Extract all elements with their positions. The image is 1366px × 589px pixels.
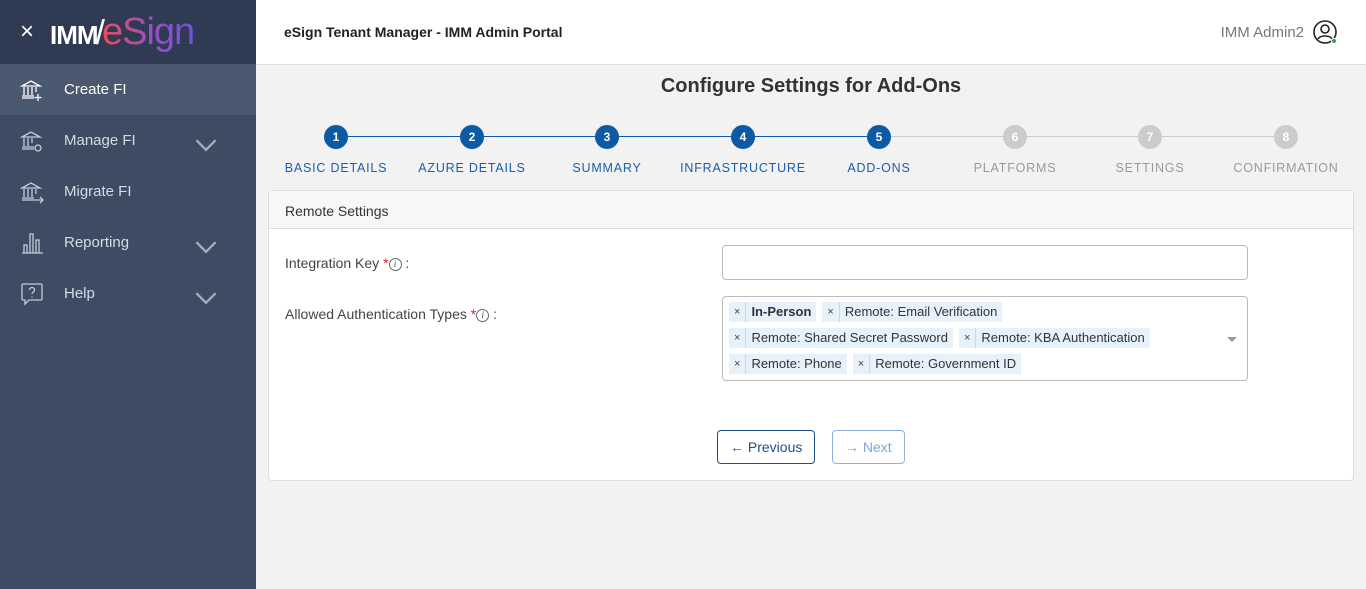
- step-4: 4 INFRASTRUCTURE: [673, 125, 813, 175]
- step-label: INFRASTRUCTURE: [680, 161, 806, 175]
- stepper: 1 BASIC DETAILS 2 AZURE DETAILS 3 SUMMARY 4 INF…: [256, 109, 1366, 179]
- sidebar-item-label: Migrate FI: [64, 183, 132, 200]
- chevron-down-icon: [195, 292, 217, 305]
- bank-gear-icon: [20, 130, 43, 152]
- sidebar-item-label: Create FI: [64, 81, 127, 98]
- top-header: eSign Tenant Manager - IMM Admin Portal …: [256, 0, 1366, 65]
- selected-tag: × Remote: Shared Secret Password: [729, 328, 953, 348]
- step-1: 1 BASIC DETAILS: [266, 125, 406, 175]
- auth-types-multiselect[interactable]: × In-Person × Remote: Email Verification × Re…: [722, 296, 1248, 381]
- step-6: 6 PLATFORMS: [945, 125, 1085, 175]
- tag-label: Remote: Email Verification: [844, 304, 998, 319]
- user-name: IMM Admin2: [1220, 23, 1304, 41]
- bank-arrow-icon: [20, 181, 44, 203]
- step-5: 5 ADD-ONS: [809, 125, 949, 175]
- integration-key-label: Integration Key * i :: [285, 255, 410, 271]
- step-8: 8 CONFIRMATION: [1216, 125, 1356, 175]
- step-label: SETTINGS: [1115, 161, 1185, 175]
- step-7: 7 SETTINGS: [1080, 125, 1220, 175]
- app-title: eSign Tenant Manager - IMM Admin Portal: [284, 24, 563, 40]
- logo: IMM / eSign: [50, 10, 195, 53]
- step-number: 6: [1003, 125, 1027, 149]
- user-menu[interactable]: IMM Admin2: [1221, 19, 1338, 45]
- sidebar-item-reporting[interactable]: Reporting: [0, 217, 256, 268]
- step-label: CONFIRMATION: [1233, 161, 1339, 175]
- remove-tag-icon[interactable]: ×: [729, 328, 747, 348]
- tag-label: Remote: KBA Authentication: [981, 330, 1145, 345]
- step-number: 1: [324, 125, 348, 149]
- remove-tag-icon[interactable]: ×: [822, 302, 840, 322]
- close-icon[interactable]: ×: [20, 18, 35, 45]
- step-number: 3: [595, 125, 619, 149]
- step-number: 7: [1138, 125, 1162, 149]
- sidebar-item-label: Help: [64, 285, 95, 302]
- remove-tag-icon[interactable]: ×: [853, 354, 871, 374]
- tag-label: Remote: Shared Secret Password: [751, 330, 948, 345]
- auth-types-label: Allowed Authentication Types * i :: [285, 306, 497, 322]
- chevron-down-icon: [195, 139, 217, 152]
- step-label: ADD-ONS: [847, 161, 911, 175]
- user-avatar-icon[interactable]: [1312, 19, 1338, 45]
- step-number: 5: [867, 125, 891, 149]
- selected-tag: × Remote: KBA Authentication: [958, 328, 1150, 348]
- main-content: Configure Settings for Add-Ons 1 BASIC DE…: [256, 65, 1366, 589]
- tag-label: In-Person: [751, 304, 812, 319]
- sidebar: × IMM / eSign Create FI Manage FI Migrate …: [0, 0, 256, 589]
- tag-label: Remote: Phone: [751, 356, 842, 371]
- remove-tag-icon[interactable]: ×: [729, 302, 747, 322]
- dropdown-caret-icon[interactable]: [1227, 337, 1237, 347]
- remove-tag-icon[interactable]: ×: [959, 328, 977, 348]
- selected-tag: × Remote: Email Verification: [822, 302, 1003, 322]
- selected-tag: × Remote: Government ID: [852, 354, 1022, 374]
- chevron-down-icon: [195, 241, 217, 254]
- info-icon[interactable]: i: [476, 309, 490, 322]
- sidebar-item-manage-fi[interactable]: Manage FI: [0, 115, 256, 166]
- step-label: SUMMARY: [572, 161, 642, 175]
- sidebar-item-help[interactable]: Help: [0, 268, 256, 319]
- remote-settings-card: Remote Settings Integration Key * i : All…: [268, 190, 1354, 481]
- step-label: BASIC DETAILS: [284, 161, 388, 175]
- selected-tag: × Remote: Phone: [729, 354, 847, 374]
- tag-label: Remote: Government ID: [875, 356, 1017, 371]
- sidebar-item-migrate-fi[interactable]: Migrate FI: [0, 166, 256, 217]
- progress-line-pending: [879, 136, 1286, 137]
- section-title: Remote Settings: [269, 191, 1353, 229]
- step-number: 4: [731, 125, 755, 149]
- step-label: PLATFORMS: [973, 161, 1057, 175]
- next-button[interactable]: → Next: [832, 430, 905, 464]
- page-title: Configure Settings for Add-Ons: [660, 75, 962, 97]
- remove-tag-icon[interactable]: ×: [729, 354, 747, 374]
- sidebar-item-label: Manage FI: [64, 132, 136, 149]
- step-label: AZURE DETAILS: [418, 161, 526, 175]
- sidebar-item-create-fi[interactable]: Create FI: [0, 64, 256, 115]
- bank-plus-icon: [20, 79, 43, 101]
- step-number: 2: [460, 125, 484, 149]
- step-number: 8: [1274, 125, 1298, 149]
- integration-key-input[interactable]: [722, 245, 1248, 280]
- bar-chart-icon: [22, 232, 43, 254]
- help-bubble-icon: [21, 282, 43, 306]
- previous-button[interactable]: ← Previous: [717, 430, 816, 464]
- sidebar-item-label: Reporting: [64, 234, 130, 251]
- step-2: 2 AZURE DETAILS: [402, 125, 542, 175]
- brand-bar: × IMM / eSign: [0, 0, 256, 64]
- step-3: 3 SUMMARY: [537, 125, 677, 175]
- selected-tag: × In-Person: [729, 302, 817, 322]
- info-icon[interactable]: i: [388, 258, 402, 271]
